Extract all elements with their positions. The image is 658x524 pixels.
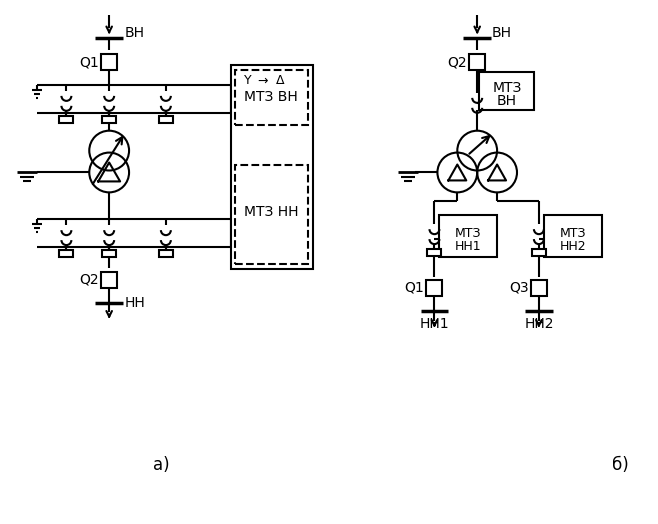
Text: НН2: НН2 [559,239,586,253]
Bar [532,249,546,256]
Text: МТЗ: МТЗ [492,81,522,95]
Text: Q3: Q3 [509,281,529,295]
Bar [469,54,485,70]
Text: Y: Y [245,74,252,88]
Bar [159,250,173,257]
Text: а): а) [153,456,169,474]
Bar [159,116,173,123]
Bar [102,116,116,123]
Text: Q2: Q2 [447,55,467,69]
Text: МТЗ: МТЗ [559,227,586,239]
Bar [102,250,116,257]
Text: Q1: Q1 [405,281,424,295]
Text: МТЗ НН: МТЗ НН [244,205,299,219]
Bar [230,65,313,269]
Bar [544,215,601,257]
Bar [59,116,73,123]
Bar [440,215,497,257]
Text: б): б) [612,456,629,474]
Text: Δ: Δ [276,74,285,88]
Text: ВН: ВН [491,26,511,40]
Bar [101,272,117,288]
Bar [531,280,547,296]
Text: НН2: НН2 [524,316,553,331]
Text: НН1: НН1 [420,316,449,331]
Bar [236,165,308,264]
Bar [479,72,534,110]
Bar [426,280,442,296]
Text: МТЗ ВН: МТЗ ВН [244,90,298,104]
Bar [59,250,73,257]
Bar [236,70,308,125]
Text: НН: НН [125,296,146,310]
Text: НН1: НН1 [455,239,482,253]
Bar [101,54,117,70]
Bar [428,249,442,256]
Text: Q1: Q1 [80,55,99,69]
Text: МТЗ: МТЗ [455,227,482,239]
Text: →: → [257,74,268,88]
Text: ВН: ВН [125,26,145,40]
Text: Q2: Q2 [80,273,99,287]
Text: ВН: ВН [497,94,517,108]
